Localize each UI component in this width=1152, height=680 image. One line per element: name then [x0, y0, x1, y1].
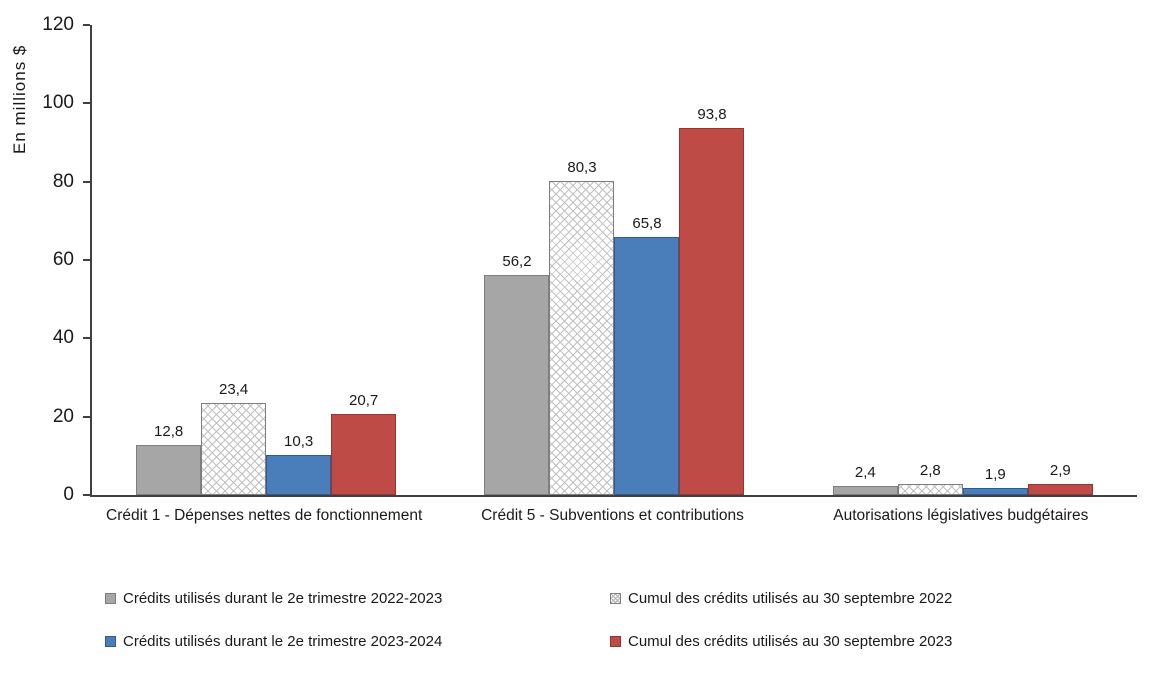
bar: [679, 127, 745, 495]
bar: [136, 444, 202, 495]
bar-value-label: 1,9: [984, 465, 1006, 483]
bar-unit: 10,3: [266, 432, 332, 495]
bar-unit: 20,7: [331, 391, 397, 495]
legend-label: Crédits utilisés durant le 2e trimestre …: [123, 633, 443, 650]
bar-unit: 80,3: [549, 158, 615, 495]
bar-group: 56,2 80,3 65,8 93,8: [440, 25, 788, 495]
bar-value-label: 2,8: [919, 462, 941, 479]
y-tick-mark: [83, 259, 90, 261]
bar: [549, 180, 615, 495]
legend: Crédits utilisés durant le 2e trimestre …: [105, 590, 1105, 650]
y-tick-mark: [83, 24, 90, 26]
y-tick-label: 40: [52, 327, 74, 349]
bar-group: 12,8 23,4 10,3 20,7: [92, 25, 440, 495]
bar: [897, 484, 963, 495]
legend-marker: [105, 593, 116, 604]
bar-value-label: 23,4: [219, 381, 249, 399]
bar: [484, 274, 550, 495]
legend-label: Cumul des crédits utilisés au 30 septemb…: [628, 590, 953, 607]
x-category-label: Crédit 5 - Subventions et contributions: [481, 507, 744, 524]
bar-unit: 93,8: [679, 105, 745, 495]
y-tick-mark: [83, 102, 90, 105]
bar-unit: 12,8: [136, 422, 202, 495]
y-tick-label: 120: [42, 14, 74, 35]
y-tick-label: 60: [52, 249, 74, 270]
bar-value-label: 20,7: [349, 391, 379, 409]
bar-unit: 1,9: [962, 465, 1028, 495]
y-tick-label: 0: [63, 484, 74, 505]
bar-unit: 23,4: [201, 381, 267, 495]
bar: [331, 413, 397, 495]
bar-unit: 56,2: [484, 252, 550, 495]
y-tick-mark: [83, 415, 90, 418]
bar-unit: 2,4: [832, 463, 898, 495]
bar-value-label: 2,4: [854, 463, 876, 481]
legend-item: Crédits utilisés durant le 2e trimestre …: [105, 633, 610, 650]
bar-unit: 65,8: [614, 215, 680, 495]
bar: [266, 454, 332, 495]
y-axis: 0 20 40 60 80 100 120: [0, 14, 90, 505]
bar-unit: 2,8: [897, 462, 963, 495]
x-category-label: Autorisations législatives budgétaires: [833, 507, 1089, 524]
y-tick-mark: [83, 180, 90, 183]
legend-item: Crédits utilisés durant le 2e trimestre …: [105, 590, 610, 607]
bar: [962, 487, 1028, 495]
legend-item: Cumul des crédits utilisés au 30 septemb…: [610, 590, 1105, 607]
bar-unit: 2,9: [1027, 461, 1093, 495]
y-tick-label: 80: [52, 170, 74, 192]
bar-value-label: 80,3: [567, 158, 597, 176]
bar-value-label: 93,8: [697, 105, 727, 123]
bar-value-label: 10,3: [284, 432, 314, 450]
bar-value-label: 2,9: [1049, 461, 1071, 479]
x-category-label: Crédit 1 - Dépenses nettes de fonctionne…: [106, 507, 423, 524]
bar-value-label: 12,8: [154, 422, 184, 440]
y-tick-label: 20: [52, 405, 74, 427]
legend-label: Cumul des crédits utilisés au 30 septemb…: [628, 633, 953, 650]
y-tick-label: 100: [42, 92, 74, 114]
legend-marker: [105, 636, 116, 647]
y-tick-mark: [83, 494, 90, 496]
bar-value-label: 56,2: [502, 252, 532, 270]
bar: [832, 485, 898, 495]
legend-label: Crédits utilisés durant le 2e trimestre …: [123, 590, 443, 607]
y-tick-mark: [83, 337, 90, 340]
legend-item: Cumul des crédits utilisés au 30 septemb…: [610, 633, 1105, 650]
legend-marker: [610, 636, 621, 647]
bar-group: 2,4 2,8 1,9 2,9: [789, 25, 1137, 495]
legend-marker: [610, 593, 621, 604]
bar: [1027, 483, 1093, 495]
bar: [201, 403, 267, 495]
bar: [614, 237, 680, 495]
x-axis-labels: Crédit 1 - Dépenses nettes de fonctionne…: [90, 507, 1135, 525]
plot-area: 12,8 23,4 10,3 20,7 56,2 80,3 65,8 93,8 2,4 2,8 1,…: [90, 25, 1137, 497]
bar-value-label: 65,8: [632, 215, 662, 233]
